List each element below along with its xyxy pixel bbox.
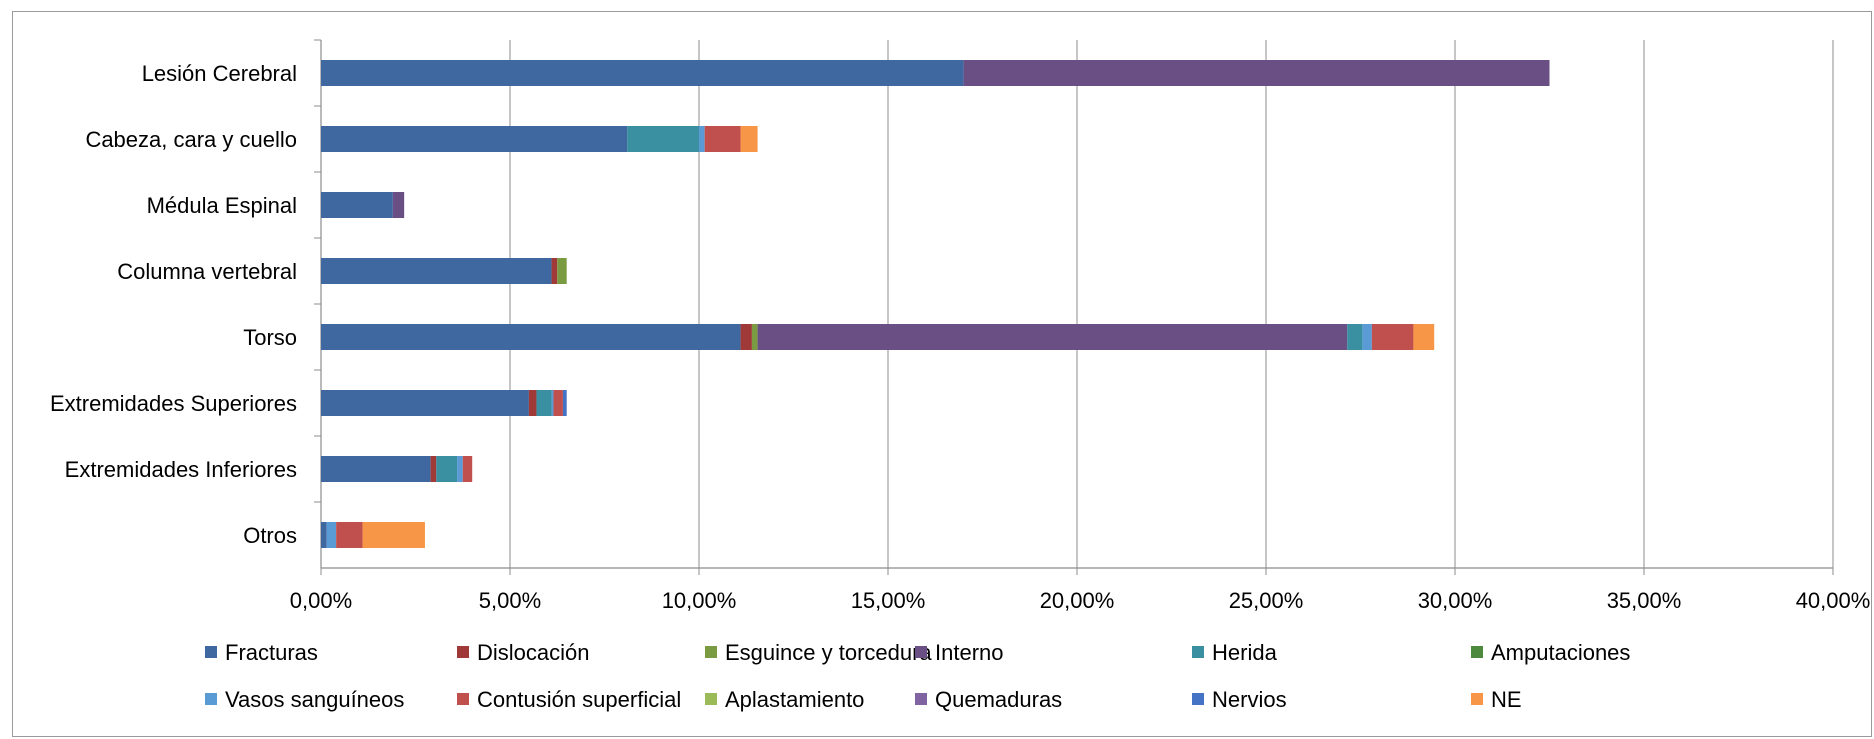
- bar-segment: [362, 522, 425, 548]
- bar-segment: [462, 456, 473, 482]
- legend-label: Fracturas: [225, 640, 318, 665]
- bar-segment: [336, 522, 363, 548]
- category-label: Extremidades Inferiores: [65, 457, 297, 482]
- bar-segment: [536, 390, 552, 416]
- x-tick-label: 35,00%: [1607, 588, 1682, 613]
- legend-label: Quemaduras: [935, 687, 1062, 712]
- x-tick-label: 15,00%: [851, 588, 926, 613]
- bar-segment: [740, 324, 752, 350]
- bar-segment: [551, 390, 554, 416]
- bar-segment: [321, 456, 431, 482]
- legend-label: Esguince y torcedura: [725, 640, 932, 665]
- bar-segment: [751, 324, 758, 350]
- bar-segment: [1347, 324, 1363, 350]
- bar-segment: [699, 126, 705, 152]
- bar-segment: [704, 126, 741, 152]
- x-tick-label: 0,00%: [290, 588, 352, 613]
- bar-segment: [1371, 324, 1414, 350]
- bar-segment: [557, 258, 567, 284]
- legend-swatch: [915, 646, 927, 658]
- bar-segment: [392, 192, 405, 218]
- bar-segment: [321, 258, 552, 284]
- bar-segment: [321, 192, 393, 218]
- bar-segment: [963, 60, 1550, 86]
- bar-segment: [551, 258, 558, 284]
- bar-segment: [321, 126, 628, 152]
- legend-swatch: [1471, 693, 1483, 705]
- x-tick-label: 20,00%: [1040, 588, 1115, 613]
- legend-swatch: [915, 693, 927, 705]
- x-tick-label: 30,00%: [1418, 588, 1493, 613]
- bar-segment: [321, 324, 741, 350]
- category-label: Cabeza, cara y cuello: [85, 127, 297, 152]
- bar-segment: [321, 522, 327, 548]
- legend-swatch: [1192, 646, 1204, 658]
- legend-label: Vasos sanguíneos: [225, 687, 404, 712]
- bar-segment: [1362, 324, 1372, 350]
- bar-segment: [562, 390, 567, 416]
- bar-segment: [757, 324, 1348, 350]
- x-tick-label: 5,00%: [479, 588, 541, 613]
- category-label: Torso: [243, 325, 297, 350]
- legend-swatch: [205, 693, 217, 705]
- legend-swatch: [1471, 646, 1483, 658]
- bar-segment: [528, 390, 537, 416]
- bar-segment: [457, 456, 463, 482]
- category-label: Extremidades Superiores: [50, 391, 297, 416]
- legend-label: NE: [1491, 687, 1522, 712]
- bar-segment: [321, 60, 964, 86]
- legend-swatch: [705, 693, 717, 705]
- category-label: Columna vertebral: [117, 259, 297, 284]
- legend-swatch: [457, 693, 469, 705]
- legend-swatch: [1192, 693, 1204, 705]
- category-label: Lesión Cerebral: [142, 61, 297, 86]
- legend-label: Interno: [935, 640, 1004, 665]
- bar-segment: [326, 522, 337, 548]
- x-tick-label: 40,00%: [1796, 588, 1871, 613]
- legend-swatch: [705, 646, 717, 658]
- legend-label: Contusión superficial: [477, 687, 681, 712]
- x-tick-label: 25,00%: [1229, 588, 1304, 613]
- bar-segment: [430, 456, 437, 482]
- category-label: Médula Espinal: [147, 193, 297, 218]
- legend-label: Nervios: [1212, 687, 1287, 712]
- bar-segment: [627, 126, 699, 152]
- legend-label: Herida: [1212, 640, 1278, 665]
- bar-segment: [553, 390, 563, 416]
- bar-segment: [740, 126, 758, 152]
- bar-segment: [436, 456, 458, 482]
- legend-label: Dislocación: [477, 640, 590, 665]
- x-tick-label: 10,00%: [662, 588, 737, 613]
- legend-swatch: [205, 646, 217, 658]
- legend-label: Amputaciones: [1491, 640, 1630, 665]
- bar-segment: [1413, 324, 1435, 350]
- legend-label: Aplastamiento: [725, 687, 864, 712]
- category-label: Otros: [243, 523, 297, 548]
- legend-swatch: [457, 646, 469, 658]
- bar-segment: [321, 390, 529, 416]
